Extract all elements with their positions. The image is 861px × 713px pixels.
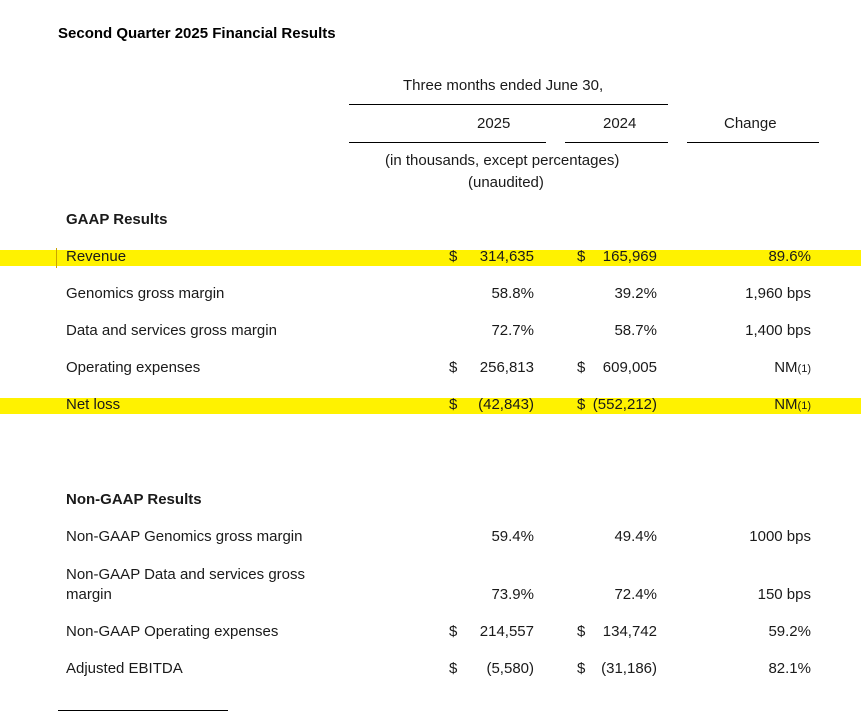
row-label: Operating expenses [66,359,201,376]
row-label-line2: margin [66,586,112,603]
currency-symbol: $ [577,359,586,376]
value-2024: 39.2% [614,285,657,302]
table-row: margin 73.9% 72.4% 150 bps [0,585,861,605]
row-label: Genomics gross margin [66,285,225,302]
change-value: 59.2% [768,623,811,640]
value-2024: 49.4% [614,528,657,545]
net-loss-highlight [0,398,861,414]
change-value: 150 bps [757,586,811,603]
value-2025: (42,843) [478,396,534,413]
revenue-highlight [0,250,861,266]
value-2025: 314,635 [479,248,534,265]
col-2025-rule [349,142,546,143]
currency-symbol: $ [449,248,458,265]
change-value: NM(1) [774,395,811,416]
table-row: Data and services gross margin 72.7% 58.… [0,321,861,341]
currency-symbol: $ [577,396,586,413]
table-row: Non-GAAP Operating expenses $ 214,557 $ … [0,622,861,642]
page-title: Second Quarter 2025 Financial Results [58,25,336,42]
footnote-separator [58,710,228,711]
table-row: Net loss $ (42,843) $ (552,212) NM(1) [0,395,861,415]
change-value: 1000 bps [749,528,811,545]
currency-symbol: $ [577,248,586,265]
period-rule [349,104,668,105]
table-row: Non-GAAP Genomics gross margin 59.4% 49.… [0,527,861,547]
change-value: 82.1% [768,660,811,677]
unaudited-note: (unaudited) [468,174,544,191]
currency-symbol: $ [449,359,458,376]
currency-symbol: $ [577,623,586,640]
table-row: Operating expenses $ 256,813 $ 609,005 N… [0,358,861,378]
value-2025: 59.4% [491,528,534,545]
table-row: Genomics gross margin 58.8% 39.2% 1,960 … [0,284,861,304]
table-row: Adjusted EBITDA $ (5,580) $ (31,186) 82.… [0,659,861,679]
non-gaap-section-heading: Non-GAAP Results [66,491,202,508]
footnote-ref: (1) [797,400,811,412]
value-2025: 256,813 [479,359,534,376]
value-2025: 214,557 [479,623,534,640]
value-2024: 134,742 [602,623,657,640]
revenue-highlight-marker [56,248,57,268]
currency-symbol: $ [577,660,586,677]
footnote-ref: (1) [797,363,811,375]
col-2024-header: 2024 [603,115,637,132]
change-value: 1,960 bps [745,285,811,302]
currency-symbol: $ [449,623,458,640]
col-2025-header: 2025 [477,115,511,132]
change-value: NM(1) [774,358,811,379]
row-label: Data and services gross margin [66,322,277,339]
value-2025: (5,580) [486,660,534,677]
value-2024: (31,186) [601,660,657,677]
row-label: Net loss [66,396,121,413]
value-2025: 58.8% [491,285,534,302]
gaap-section-heading: GAAP Results [66,211,168,228]
row-label: Adjusted EBITDA [66,660,183,677]
value-2024: 72.4% [614,586,657,603]
value-2024: 58.7% [614,322,657,339]
units-note: (in thousands, except percentages) [385,152,620,169]
value-2025: 73.9% [491,586,534,603]
col-change-header: Change [724,115,777,132]
col-change-rule [687,142,819,143]
currency-symbol: $ [449,396,458,413]
currency-symbol: $ [449,660,458,677]
row-label: Non-GAAP Genomics gross margin [66,528,303,545]
change-text: NM [774,396,798,413]
row-label-line1: Non-GAAP Data and services gross [66,566,305,583]
table-row: Revenue $ 314,635 $ 165,969 89.6% [0,247,861,267]
row-label: Revenue [66,248,127,265]
period-header: Three months ended June 30, [403,77,604,94]
change-value: 1,400 bps [745,322,811,339]
value-2024: (552,212) [592,396,657,413]
value-2024: 609,005 [602,359,657,376]
row-label: Non-GAAP Operating expenses [66,623,279,640]
col-2024-rule [565,142,668,143]
value-2025: 72.7% [491,322,534,339]
change-text: NM [774,359,798,376]
value-2024: 165,969 [602,248,657,265]
change-value: 89.6% [768,248,811,265]
